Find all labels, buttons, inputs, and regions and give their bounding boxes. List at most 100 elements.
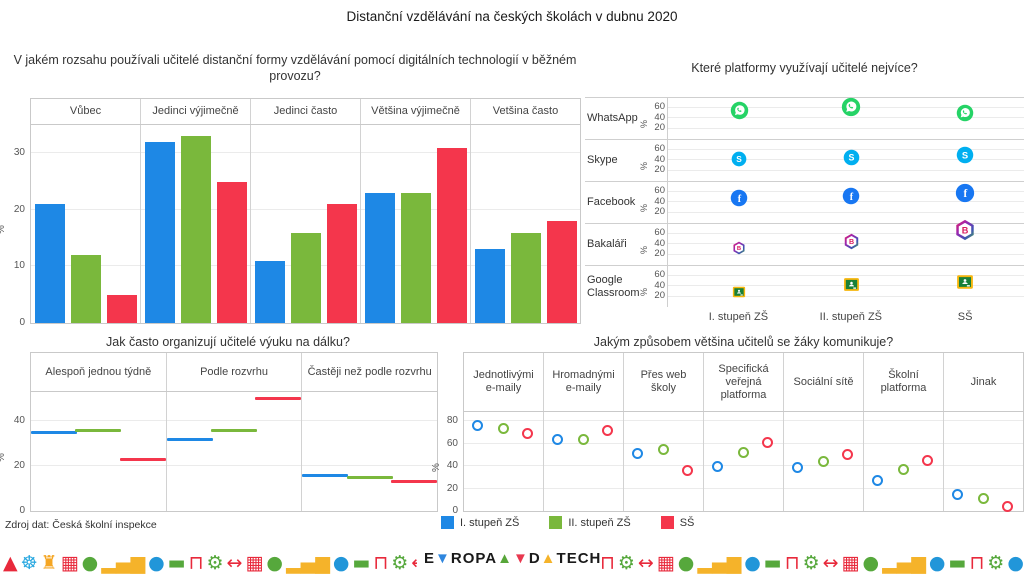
bar-II. stupeň ZŠ bbox=[180, 136, 211, 323]
facet-header: Specifická veřejná platforma bbox=[703, 353, 783, 411]
platform-label: WhatsApp bbox=[585, 98, 647, 139]
svg-text:S: S bbox=[962, 150, 968, 160]
platform-row-axis: 20 40 60% bbox=[639, 266, 667, 307]
y-tick: 60 bbox=[654, 185, 665, 196]
page-title: Distanční vzdělávání na českých školách … bbox=[346, 9, 678, 24]
facet-cell bbox=[863, 412, 943, 511]
logo-segment: ▲ bbox=[497, 550, 513, 567]
dash-marker-I. stupeň ZŠ bbox=[166, 437, 213, 441]
x-category-label: SŠ bbox=[957, 311, 973, 323]
bar-chart-icon: ▂▄▆ bbox=[286, 552, 330, 574]
gridline bbox=[464, 420, 1023, 421]
facet-header: Podle rozvrhu bbox=[165, 353, 302, 391]
gridline bbox=[464, 487, 1023, 489]
legend-item-II. stupeň ZŠ[interactable]: II. stupeň ZŠ bbox=[549, 516, 631, 529]
platform-label: Facebook bbox=[585, 182, 647, 223]
car-icon: ▬ bbox=[763, 552, 782, 574]
facet-row bbox=[31, 125, 580, 323]
bar-I. stupeň ZŠ bbox=[254, 260, 285, 323]
svg-text:f: f bbox=[850, 192, 854, 203]
bar-SŠ bbox=[436, 147, 467, 323]
tower-icon: ♜ bbox=[40, 552, 58, 574]
mountain-icon: ▲ bbox=[3, 552, 18, 574]
arrows-icon: ↔ bbox=[226, 552, 243, 574]
facet-label: Vetšina často bbox=[492, 105, 559, 117]
building-icon: ▦ bbox=[656, 552, 675, 574]
facet-header: Jedinci často bbox=[250, 99, 360, 124]
facet-header: Alespoň jednou týdně bbox=[31, 353, 166, 391]
footer-icon-strip-left: ▲☸♜▦●▂▄▆●▬⊓⚙↔▦●▂▄▆●▬⊓⚙↔▦● bbox=[3, 546, 417, 574]
svg-text:S: S bbox=[736, 154, 742, 164]
facet-label: Jinak bbox=[970, 375, 997, 388]
bakalari-icon: B bbox=[732, 241, 746, 260]
platform-row-axis: 20 40 60% bbox=[639, 140, 667, 181]
gridline bbox=[31, 152, 580, 154]
globe-icon: ● bbox=[332, 552, 350, 574]
platform-name: Bakaláři bbox=[587, 238, 627, 250]
bench-icon: ⊓ bbox=[969, 552, 985, 574]
legend-item-SŠ[interactable]: SŠ bbox=[660, 516, 694, 529]
y-axis-label: % bbox=[0, 225, 7, 234]
y-tick: 0 bbox=[19, 505, 25, 516]
facet-cell bbox=[250, 125, 360, 323]
facet-cell bbox=[165, 392, 302, 511]
y-axis-label: % bbox=[639, 119, 650, 128]
dash-marker-I. stupeň ZŠ bbox=[302, 473, 349, 477]
facet-cell bbox=[140, 125, 250, 323]
car-icon: ▬ bbox=[352, 552, 371, 574]
x-axis-labels: I. stupeň ZŠ II. stupeň ZŠ SŠ bbox=[667, 307, 1024, 325]
gridline bbox=[668, 295, 1024, 297]
y-axis-label: % bbox=[639, 161, 650, 170]
y-tick: 60 bbox=[446, 437, 458, 449]
facet-label: Jedinci výjimečně bbox=[152, 105, 239, 117]
platform-name: Skype bbox=[587, 154, 618, 166]
frequency-dash-chart: Alespoň jednou týdně Podle rozvrhu Častěji… bbox=[30, 352, 438, 512]
frequency-chart-title: Jak často organizují učitelé výuku na dá… bbox=[106, 335, 350, 349]
ring-marker-II. stupeň ZŠ bbox=[498, 423, 509, 435]
facet-cell bbox=[31, 125, 140, 323]
usage-y-axis: 0 10 20 30% bbox=[0, 125, 28, 328]
bar-I. stupeň ZŠ bbox=[364, 192, 395, 323]
ring-marker-II. stupeň ZŠ bbox=[578, 433, 589, 445]
platform-row-Facebook: Facebook 20 40 60% f f f bbox=[585, 181, 1024, 223]
facet-header: Přes web školy bbox=[623, 353, 703, 411]
facet-label: Vůbec bbox=[69, 105, 102, 117]
ring-marker-SŠ bbox=[1002, 501, 1014, 512]
gridline bbox=[668, 211, 1024, 213]
gear-icon: ⚙ bbox=[617, 552, 635, 574]
ring-marker-II. stupeň ZŠ bbox=[818, 456, 829, 467]
communication-y-axis: 0 20 40 60 80% bbox=[431, 412, 461, 516]
y-tick: 20 bbox=[654, 248, 665, 259]
gridline bbox=[31, 465, 437, 467]
legend-item-I. stupeň ZŠ[interactable]: I. stupeň ZŠ bbox=[441, 516, 519, 529]
bar-I. stupeň ZŠ bbox=[474, 249, 505, 323]
skype-icon: S bbox=[956, 146, 974, 169]
facet-cell bbox=[301, 392, 438, 511]
building-icon: ▦ bbox=[841, 552, 860, 574]
facet-label: Přes web školy bbox=[640, 369, 687, 394]
facet-label: Jedinci často bbox=[273, 105, 338, 117]
platforms-chart-title: Které platformy využívají učitelé nejvíc… bbox=[691, 61, 918, 75]
facet-header: Jednotlivými e-maily bbox=[464, 353, 543, 411]
gear-icon: ⚙ bbox=[391, 552, 409, 574]
ring-marker-I. stupeň ZŠ bbox=[552, 433, 564, 445]
facet-header: Vůbec bbox=[31, 99, 140, 124]
logo-segment: ▼ bbox=[512, 550, 529, 567]
evropa-v-datech-logo: E▼ROPA▲ ▼ D▲TECH bbox=[424, 550, 600, 567]
ring-marker-SŠ bbox=[682, 465, 694, 476]
building-icon: ▦ bbox=[245, 552, 264, 574]
gridline bbox=[668, 148, 1024, 150]
gridline bbox=[31, 208, 580, 210]
y-tick: 80 bbox=[446, 415, 458, 426]
platform-label: Google Classroom bbox=[585, 266, 647, 307]
platform-row-axis: 20 40 60% bbox=[639, 182, 667, 223]
logo-segment: ▼ bbox=[435, 550, 451, 567]
svg-text:B: B bbox=[962, 225, 969, 235]
skype-icon: S bbox=[731, 151, 747, 172]
y-tick: 0 bbox=[452, 505, 458, 516]
ring-marker-II. stupeň ZŠ bbox=[658, 443, 669, 455]
arrows-icon: ↔ bbox=[411, 552, 417, 574]
platform-row-axis: 20 40 60% bbox=[639, 98, 667, 139]
svg-text:B: B bbox=[849, 238, 854, 246]
